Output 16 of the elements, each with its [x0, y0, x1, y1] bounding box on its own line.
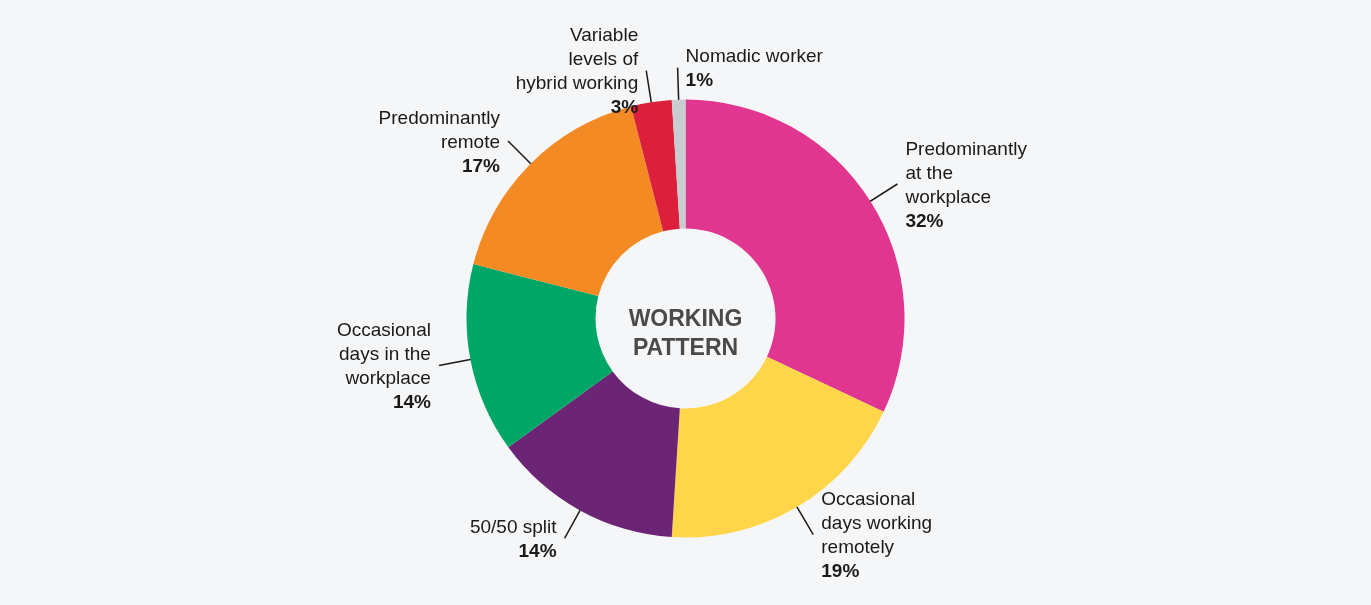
- slice-label: Occasional days in the workplace: [336, 319, 431, 389]
- slice-label: Predominantly remote: [378, 106, 501, 152]
- data-label: 14%: [392, 391, 432, 413]
- donut-slice: [466, 264, 613, 448]
- donut-slice: [671, 99, 686, 229]
- text: WORKING PATTERN: [628, 304, 743, 360]
- data-label: 19%: [821, 560, 860, 582]
- slice-label: 50/50 split: [469, 516, 558, 538]
- data-label: 1%: [685, 69, 714, 91]
- slice-label: Occasional days working remotely: [821, 488, 933, 558]
- data-label: 17%: [461, 154, 501, 176]
- slice-label: Nomadic worker: [685, 45, 824, 67]
- data-label: 14%: [518, 540, 557, 562]
- slice-label: Predominantly at the workplace: [904, 137, 1028, 207]
- slice-label: Variable levels of hybrid working: [515, 24, 639, 94]
- data-label: 32%: [905, 209, 944, 231]
